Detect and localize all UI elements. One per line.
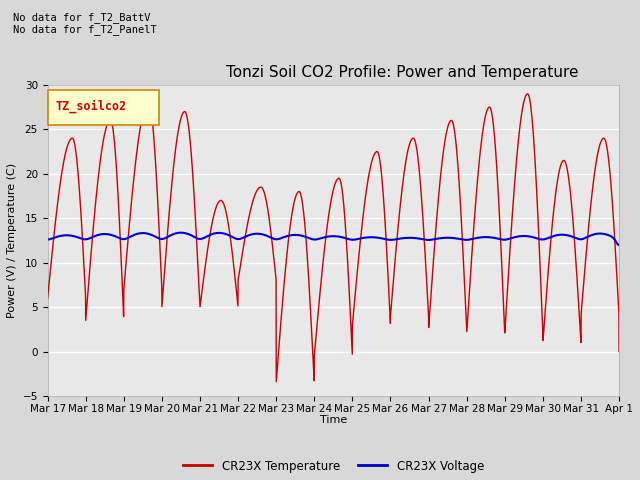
Text: TZ_soilco2: TZ_soilco2 bbox=[56, 100, 127, 113]
Text: No data for f_T2_BattV: No data for f_T2_BattV bbox=[13, 12, 150, 23]
Text: No data for f_T2_PanelT: No data for f_T2_PanelT bbox=[13, 24, 157, 35]
FancyBboxPatch shape bbox=[47, 90, 159, 125]
Title: Tonzi Soil CO2 Profile: Power and Temperature: Tonzi Soil CO2 Profile: Power and Temper… bbox=[226, 64, 578, 80]
Y-axis label: Power (V) / Temperature (C): Power (V) / Temperature (C) bbox=[7, 163, 17, 318]
X-axis label: Time: Time bbox=[320, 415, 347, 425]
Legend: CR23X Temperature, CR23X Voltage: CR23X Temperature, CR23X Voltage bbox=[178, 455, 489, 477]
